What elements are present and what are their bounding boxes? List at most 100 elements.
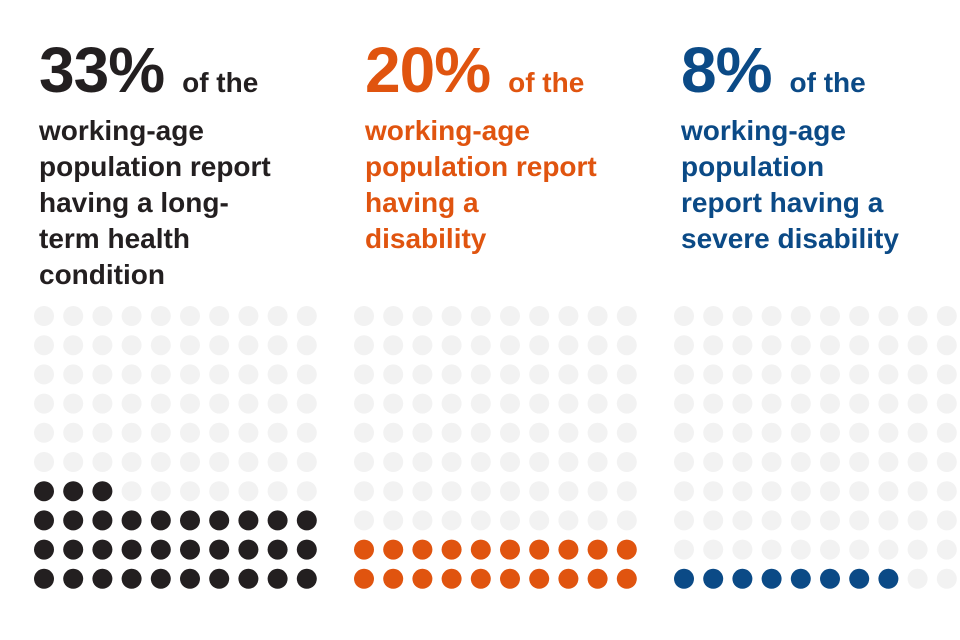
empty-dot <box>354 306 374 326</box>
empty-dot <box>383 481 404 502</box>
percentage-suffix: of the <box>182 67 259 98</box>
empty-dot <box>878 393 899 414</box>
waffle-chart <box>34 306 334 606</box>
empty-dot <box>529 364 550 385</box>
empty-dot <box>121 306 142 326</box>
empty-dot <box>92 306 113 326</box>
filled-dot <box>34 481 54 502</box>
waffle-svg <box>674 306 957 589</box>
empty-dot <box>92 422 113 443</box>
empty-dot <box>500 481 520 502</box>
empty-dot <box>907 364 928 385</box>
filled-dot <box>63 481 84 502</box>
empty-dot <box>470 393 491 414</box>
filled-dot <box>34 568 54 589</box>
empty-dot <box>790 306 811 326</box>
empty-dot <box>296 452 317 472</box>
empty-dot <box>500 510 520 531</box>
empty-dot <box>790 510 811 531</box>
empty-dot <box>63 364 84 385</box>
empty-dot <box>936 568 957 589</box>
description: working-age population report having a d… <box>365 115 597 254</box>
empty-dot <box>441 452 462 472</box>
empty-dot <box>354 452 374 472</box>
filled-dot <box>238 510 259 531</box>
empty-dot <box>470 335 491 356</box>
empty-dot <box>121 481 142 502</box>
empty-dot <box>383 306 404 326</box>
headline: 20% of the <box>365 38 584 102</box>
empty-dot <box>354 422 374 443</box>
percentage-value: 8% <box>681 34 772 106</box>
empty-dot <box>761 422 782 443</box>
empty-dot <box>470 510 491 531</box>
empty-dot <box>383 335 404 356</box>
filled-dot <box>121 568 142 589</box>
filled-dot <box>209 568 230 589</box>
filled-dot <box>34 539 54 560</box>
empty-dot <box>209 452 230 472</box>
empty-dot <box>354 510 374 531</box>
empty-dot <box>470 306 491 326</box>
empty-dot <box>500 335 520 356</box>
empty-dot <box>790 481 811 502</box>
empty-dot <box>820 393 840 414</box>
empty-dot <box>849 335 870 356</box>
filled-dot <box>558 539 579 560</box>
empty-dot <box>936 510 957 531</box>
empty-dot <box>790 335 811 356</box>
empty-dot <box>878 306 899 326</box>
empty-dot <box>63 393 84 414</box>
empty-dot <box>441 393 462 414</box>
empty-dot <box>820 481 840 502</box>
empty-dot <box>121 335 142 356</box>
empty-dot <box>470 481 491 502</box>
empty-dot <box>238 422 259 443</box>
empty-dot <box>674 452 694 472</box>
empty-dot <box>412 481 433 502</box>
empty-dot <box>92 335 113 356</box>
empty-dot <box>354 393 374 414</box>
empty-dot <box>849 364 870 385</box>
empty-dot <box>267 306 288 326</box>
empty-dot <box>878 422 899 443</box>
empty-dot <box>34 452 54 472</box>
empty-dot <box>150 335 171 356</box>
empty-dot <box>267 422 288 443</box>
empty-dot <box>558 422 579 443</box>
filled-dot <box>354 568 374 589</box>
empty-dot <box>150 306 171 326</box>
empty-dot <box>558 364 579 385</box>
empty-dot <box>587 452 608 472</box>
empty-dot <box>674 306 694 326</box>
filled-dot <box>761 568 782 589</box>
empty-dot <box>296 306 317 326</box>
filled-dot <box>180 510 200 531</box>
waffle-svg <box>354 306 637 589</box>
empty-dot <box>267 452 288 472</box>
filled-dot <box>267 568 288 589</box>
empty-dot <box>703 393 724 414</box>
empty-dot <box>907 393 928 414</box>
panel-severe-disability: 8% of the working-age population report h… <box>674 0 960 640</box>
empty-dot <box>412 335 433 356</box>
empty-dot <box>703 481 724 502</box>
filled-dot <box>180 539 200 560</box>
empty-dot <box>500 364 520 385</box>
filled-dot <box>63 510 84 531</box>
empty-dot <box>907 539 928 560</box>
empty-dot <box>907 510 928 531</box>
empty-dot <box>616 306 637 326</box>
empty-dot <box>180 306 200 326</box>
empty-dot <box>63 422 84 443</box>
empty-dot <box>383 364 404 385</box>
empty-dot <box>529 481 550 502</box>
filled-dot <box>849 568 870 589</box>
empty-dot <box>907 481 928 502</box>
filled-dot <box>732 568 753 589</box>
empty-dot <box>296 481 317 502</box>
filled-dot <box>150 568 171 589</box>
empty-dot <box>180 452 200 472</box>
empty-dot <box>180 422 200 443</box>
empty-dot <box>732 306 753 326</box>
